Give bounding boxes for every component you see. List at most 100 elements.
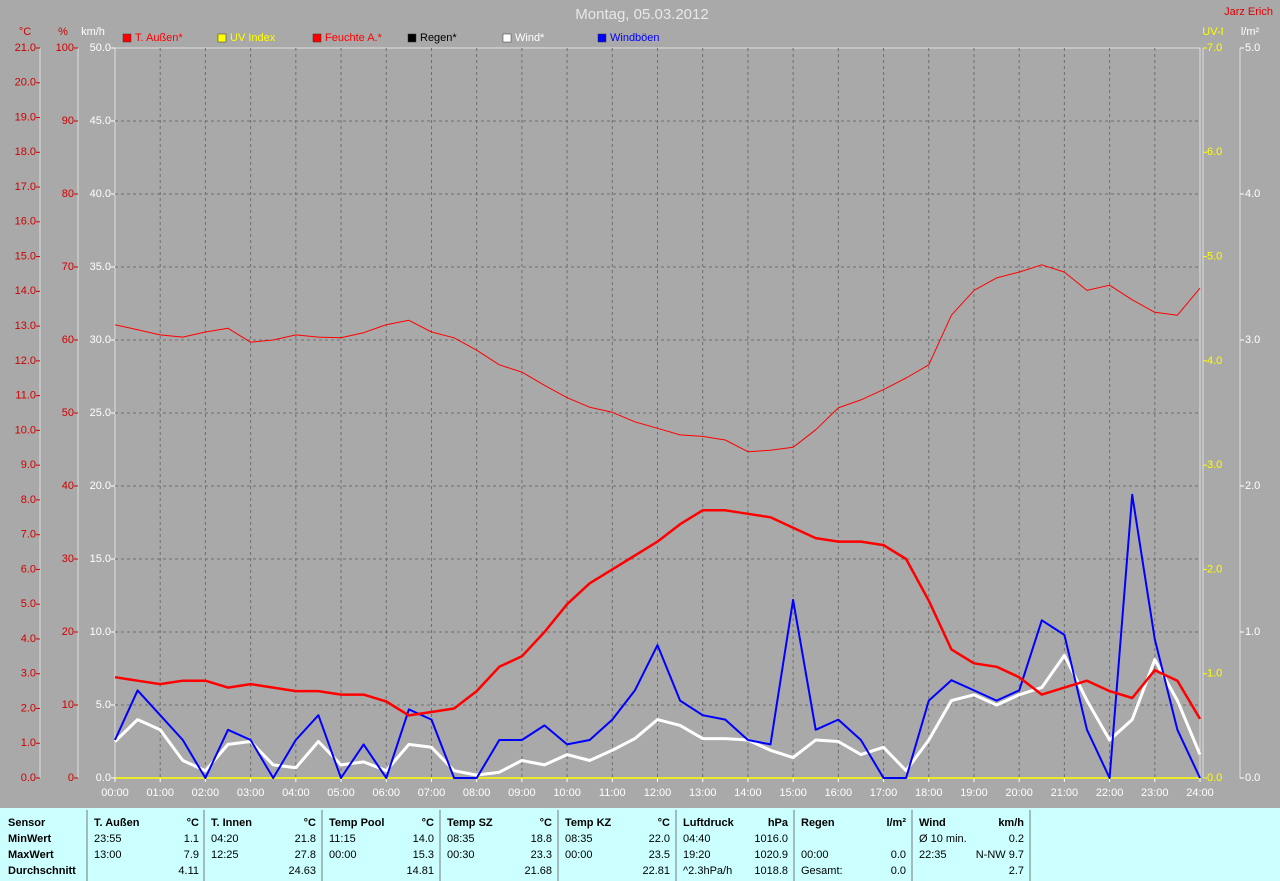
column-unit: °C	[658, 817, 670, 829]
cell-right: 22.0	[649, 833, 670, 845]
row-label: Sensor	[8, 817, 46, 829]
y-tick-label: 4.0	[1245, 188, 1260, 200]
x-tick-label: 24:00	[1186, 787, 1214, 799]
y-axis-title: UV-I	[1202, 26, 1223, 38]
x-tick-label: 14:00	[734, 787, 762, 799]
cell-right: 7.9	[184, 849, 199, 861]
y-tick-label: 0.0	[1245, 772, 1260, 784]
x-tick-label: 04:00	[282, 787, 310, 799]
y-tick-label: 14.0	[15, 285, 36, 297]
y-tick-label: 5.0	[1207, 250, 1222, 262]
cell-left: 08:35	[447, 833, 475, 845]
y-tick-label: 50.0	[90, 42, 111, 54]
cell-left: 08:35	[565, 833, 593, 845]
y-tick-label: 6.0	[21, 563, 36, 575]
legend-swatch	[312, 33, 322, 43]
series-line	[114, 509, 1202, 720]
x-tick-label: 17:00	[870, 787, 898, 799]
cell-right: 2.7	[1009, 865, 1024, 877]
y-tick-label: 15.0	[15, 250, 36, 262]
y-tick-label: 10	[62, 699, 74, 711]
x-tick-label: 02:00	[192, 787, 220, 799]
x-tick-label: 08:00	[463, 787, 491, 799]
y-tick-label: 2.0	[21, 702, 36, 714]
x-tick-label: 20:00	[1005, 787, 1033, 799]
cell-right: 1018.8	[754, 865, 788, 877]
y-tick-label: 35.0	[90, 261, 111, 273]
series-line	[114, 264, 1201, 453]
y-tick-label: 2.0	[1245, 480, 1260, 492]
cell-right: 14.81	[406, 865, 434, 877]
cell-left: Ø 10 min.	[919, 833, 967, 845]
y-tick-label: 17.0	[15, 181, 36, 193]
y-tick-label: 18.0	[15, 146, 36, 158]
cell-right: 4.11	[178, 865, 199, 877]
column-header: Temp SZ	[447, 817, 493, 829]
x-tick-label: 16:00	[825, 787, 853, 799]
legend-swatch	[217, 33, 227, 43]
y-tick-label: 0.0	[21, 772, 36, 784]
cell-left: 23:55	[94, 833, 122, 845]
y-tick-label: 1.0	[1245, 626, 1260, 638]
x-tick-label: 00:00	[101, 787, 129, 799]
cell-right: 23.3	[531, 849, 552, 861]
y-tick-label: 9.0	[21, 459, 36, 471]
y-tick-label: 30	[62, 553, 74, 565]
y-tick-label: 3.0	[1245, 334, 1260, 346]
y-tick-label: 20.0	[15, 77, 36, 89]
y-tick-label: 0	[68, 772, 74, 784]
y-tick-label: 5.0	[96, 699, 111, 711]
cell-left: 11:15	[329, 833, 356, 845]
legend-swatch	[407, 33, 417, 43]
legend-label: Windböen	[610, 32, 660, 44]
y-tick-label: 15.0	[90, 553, 111, 565]
y-tick-label: 60	[62, 334, 74, 346]
y-tick-label: 30.0	[90, 334, 111, 346]
y-tick-label: 1.0	[1207, 668, 1222, 680]
cell-left: 19:20	[683, 849, 711, 861]
cell-right: 23.5	[649, 849, 670, 861]
chart-title: Montag, 05.03.2012	[575, 6, 708, 23]
x-tick-label: 07:00	[418, 787, 446, 799]
y-tick-label: 0.0	[96, 772, 111, 784]
y-tick-label: 25.0	[90, 407, 111, 419]
x-tick-label: 23:00	[1141, 787, 1169, 799]
y-tick-label: 8.0	[21, 494, 36, 506]
cell-left: 22:35	[919, 849, 947, 861]
y-tick-label: 50	[62, 407, 74, 419]
x-tick-label: 10:00	[553, 787, 581, 799]
y-tick-label: 10.0	[90, 626, 111, 638]
x-tick-label: 22:00	[1096, 787, 1124, 799]
column-header: Temp Pool	[329, 817, 384, 829]
y-tick-label: 19.0	[15, 111, 36, 123]
y-tick-label: 21.0	[15, 42, 36, 54]
y-tick-label: 5.0	[21, 598, 36, 610]
column-header: T. Innen	[211, 817, 252, 829]
y-tick-label: 45.0	[90, 115, 111, 127]
row-label: Durchschnitt	[8, 865, 76, 877]
cell-left: 00:30	[447, 849, 475, 861]
y-axis-title: %	[58, 26, 68, 38]
legend-label: T. Außen*	[135, 32, 183, 44]
y-tick-label: 40.0	[90, 188, 111, 200]
column-header: Wind	[919, 817, 946, 829]
y-tick-label: 11.0	[15, 390, 36, 402]
cell-left: 04:40	[683, 833, 711, 845]
y-tick-label: 100	[56, 42, 74, 54]
legend-label: Feuchte A.*	[325, 32, 383, 44]
column-unit: °C	[540, 817, 552, 829]
series-line	[113, 653, 1202, 777]
x-tick-label: 03:00	[237, 787, 265, 799]
cell-right: 0.0	[891, 849, 906, 861]
y-tick-label: 12.0	[15, 355, 36, 367]
stats-panel	[0, 808, 1280, 881]
y-tick-label: 10.0	[15, 424, 36, 436]
cell-right: 0.0	[891, 865, 906, 877]
column-unit: l/m²	[886, 817, 906, 829]
y-tick-label: 3.0	[1207, 459, 1222, 471]
cell-right: 1016.0	[754, 833, 788, 845]
y-tick-label: 90	[62, 115, 74, 127]
legend-swatch	[597, 33, 607, 43]
y-tick-label: 1.0	[21, 737, 36, 749]
